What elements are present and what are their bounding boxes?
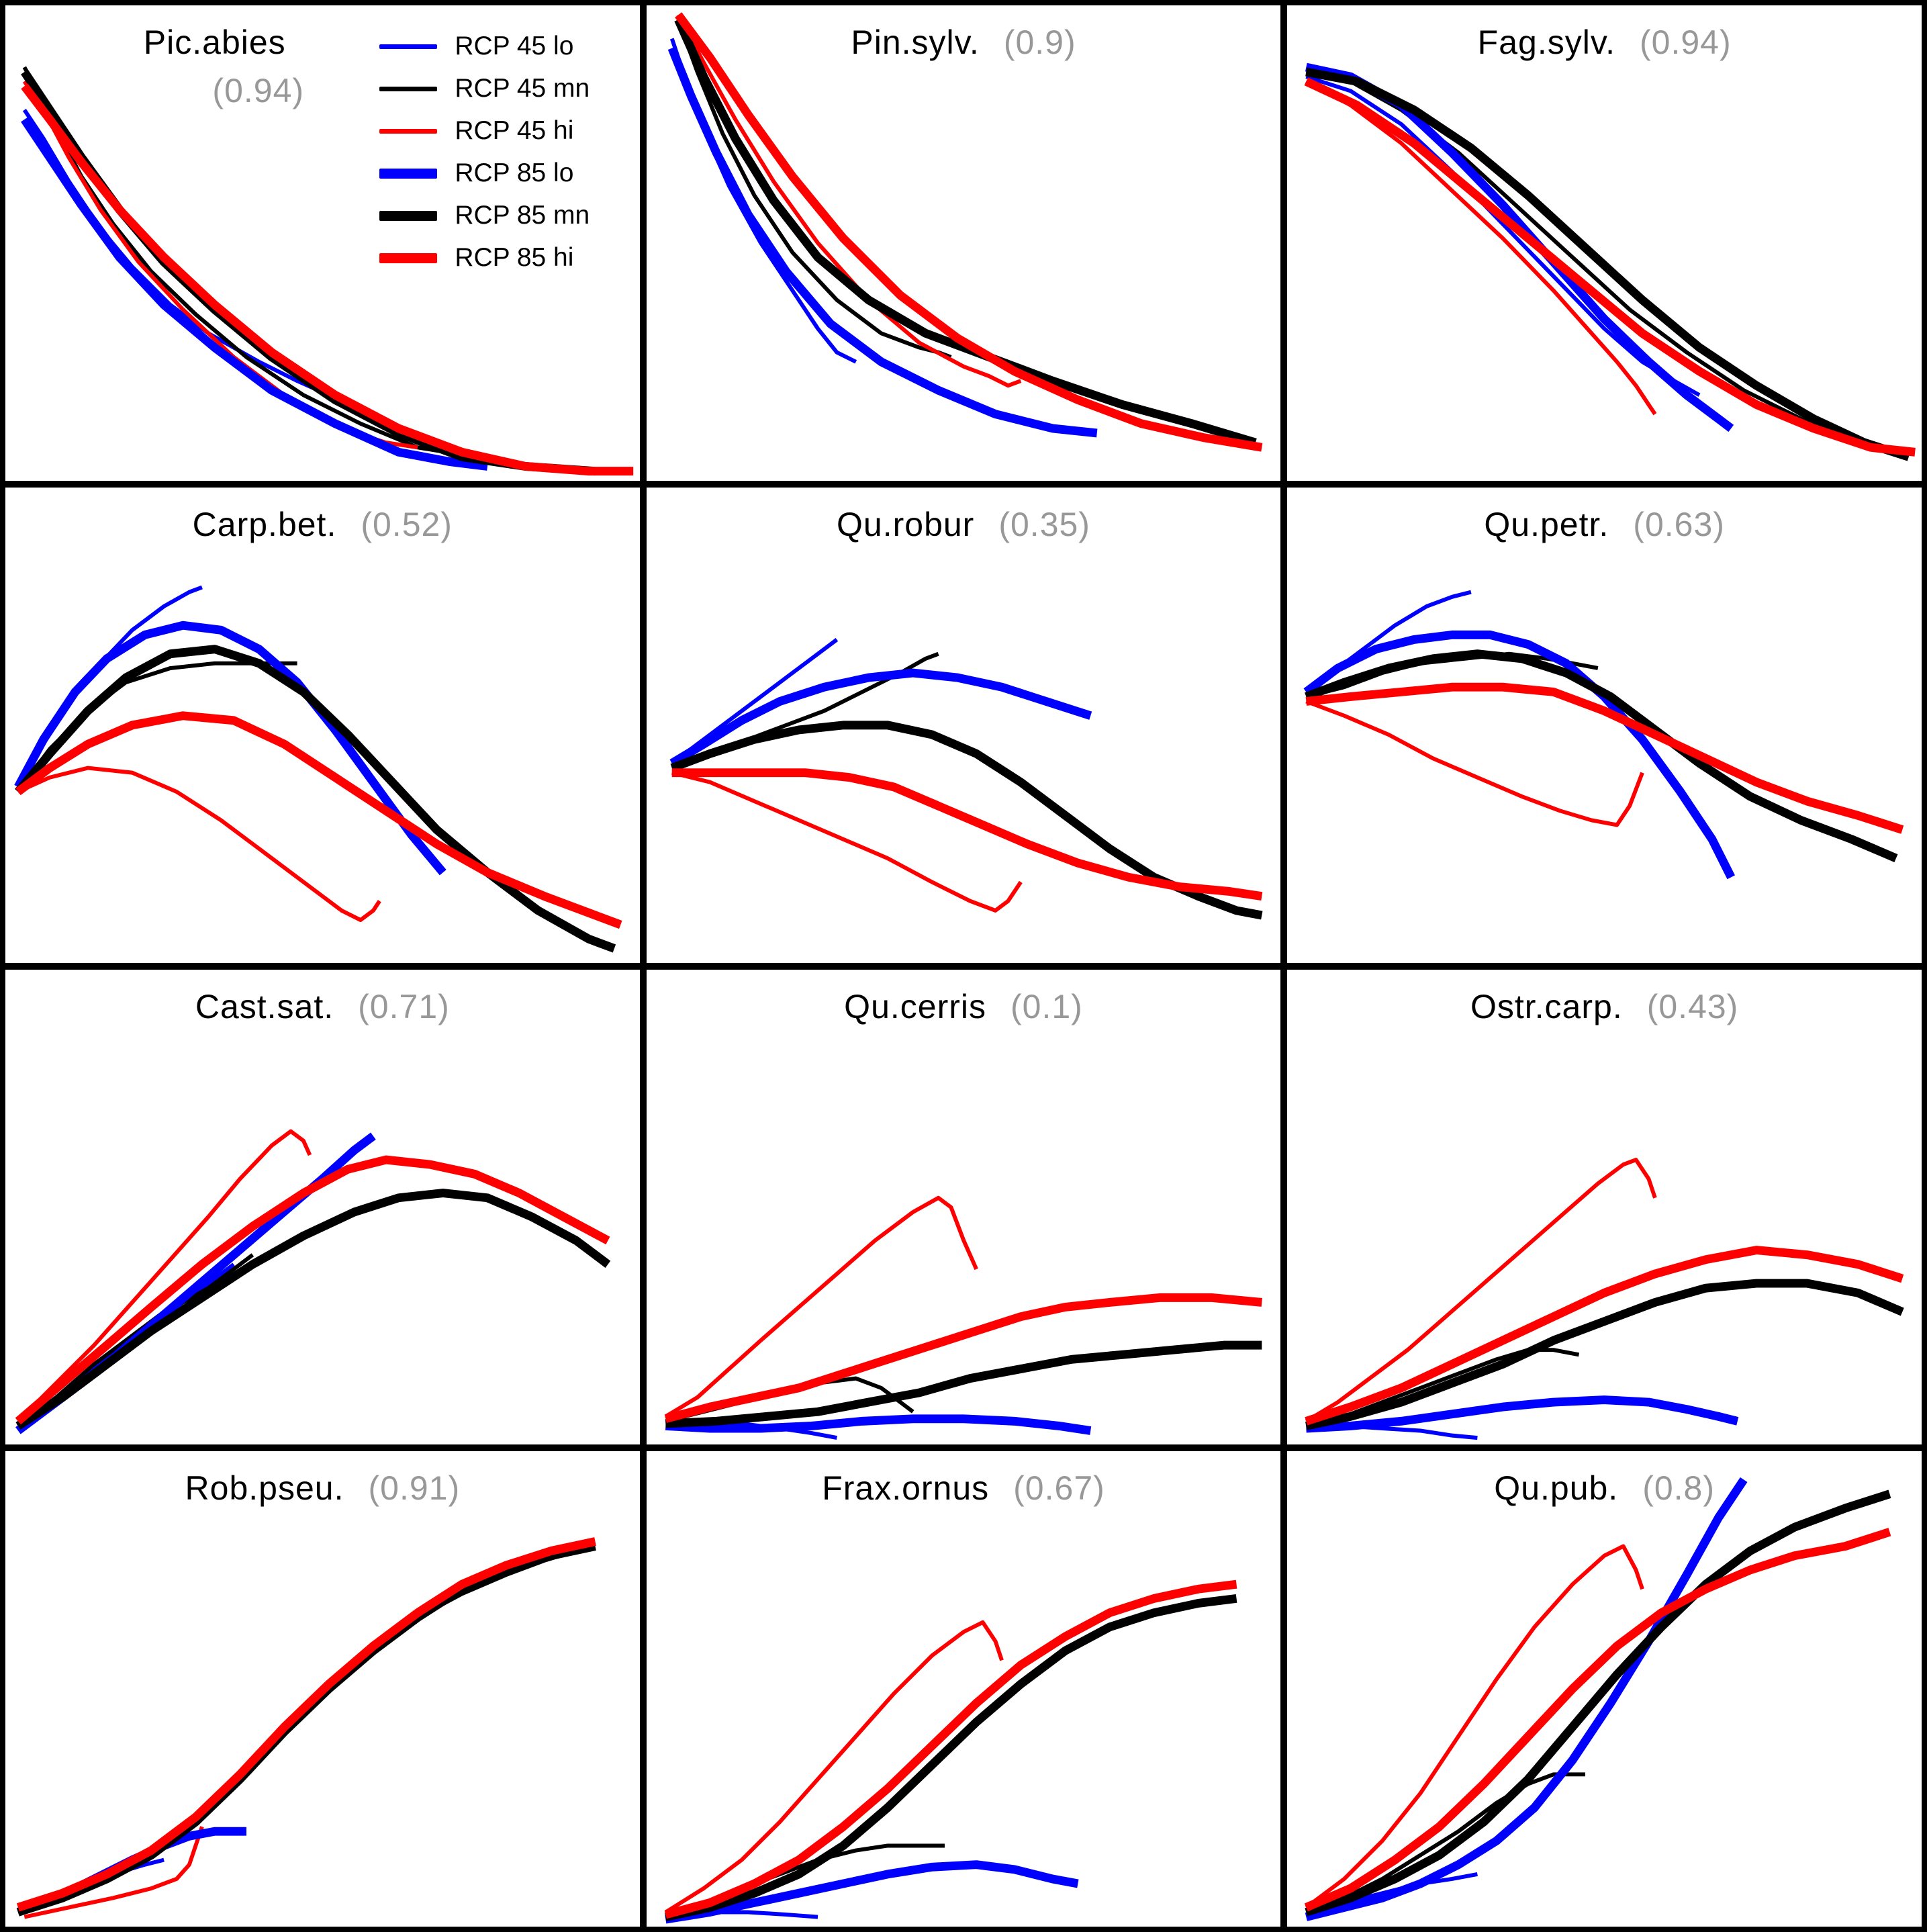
curve-rcp-45-hi [1305,699,1645,827]
curve-rcp-85-lo [21,117,488,471]
curve-rcp-85-mn [15,1188,611,1430]
curve-rcp-85-hi [21,83,634,476]
curves-plot [664,1580,1237,1924]
curve-rcp-85-hi [15,711,622,929]
curves-plot [16,1537,596,1919]
curve-rcp-85-lo [1305,1477,1748,1922]
curve-rcp-45-hi [676,13,1022,388]
curves-plot [664,1195,1262,1440]
legend-line-sample-rcp-45-hi [379,128,438,134]
panel-rob-pseu: Rob.pseu. (0.91) [2,1448,643,1930]
legend-line-sample-rcp-85-lo [379,168,438,179]
curve-rcp-85-lo [1303,630,1736,879]
legend-item-rcp-85-mn: RCP 85 mn [379,201,590,230]
curve-rcp-85-hi [1306,682,1904,834]
curve-rcp-85-mn [1305,649,1898,862]
panel-frax-ornus: Frax.ornus (0.67) [643,1448,1284,1930]
curve-rcp-85-hi [1304,77,1916,457]
curves-plot [669,637,1263,920]
curve-rcp-85-hi [1305,1245,1904,1426]
curves-plot [1305,1477,1891,1922]
curve-rcp-45-lo [669,38,857,364]
curve-rcp-85-hi [664,1293,1262,1423]
panel-pic-abies: Pic.abies (0.94) RCP 45 lo RCP 45 mn RCP 4… [2,2,643,484]
legend-line-sample-rcp-45-lo [379,44,438,49]
curve-rcp-85-hi [15,1155,610,1424]
curve-rcp-45-hi [664,1620,1004,1915]
curves-plot [14,585,622,953]
curve-rcp-45-mn [17,1549,577,1915]
panel-fag-sylv: Fag.sylv. (0.94) [1284,2,1925,484]
legend-label: RCP 45 mn [455,74,590,103]
legend-item-rcp-45-mn: RCP 45 mn [379,74,590,103]
legend: RCP 45 lo RCP 45 mn RCP 45 hi RCP 85 lo RCP … [379,32,590,272]
legend-item-rcp-45-lo: RCP 45 lo [379,32,590,60]
curves-plot [1304,62,1916,461]
curve-rcp-85-lo [665,1414,1091,1435]
curve-rcp-85-mn [674,17,1257,447]
curve-rcp-45-hi [16,1129,312,1422]
legend-item-rcp-85-hi: RCP 85 hi [379,243,590,272]
curve-rcp-45-hi [1305,79,1657,416]
curve-rcp-45-hi [17,766,381,922]
legend-label: RCP 85 hi [455,243,574,272]
curves-plot [1303,590,1904,879]
curve-rcp-85-hi [664,1580,1237,1919]
legend-label: RCP 85 mn [455,201,590,230]
curve-rcp-85-hi [671,768,1262,901]
panel-ostr-carp: Ostr.carp. (0.43) [1284,966,1925,1448]
curve-rcp-85-lo [14,620,446,876]
legend-item-rcp-85-lo: RCP 85 lo [379,158,590,187]
curve-rcp-45-hi [1305,1544,1645,1910]
legend-line-sample-rcp-85-hi [379,252,438,263]
curve-rcp-85-lo [1306,1395,1739,1432]
curve-rcp-85-mn [1305,1489,1891,1917]
curve-rcp-85-mn [14,644,616,953]
curves-plot [21,66,634,476]
legend-label: RCP 85 lo [455,158,574,187]
legend-label: RCP 45 hi [455,116,574,145]
curve-rcp-85-mn [1305,67,1911,461]
curves-plot [1305,1157,1905,1440]
curve-rcp-45-hi [664,1195,978,1418]
curve-rcp-85-mn [16,1542,596,1917]
curves-plot [15,1129,611,1434]
curve-rcp-45-hi [1305,1157,1658,1423]
curve-rcp-45-hi [671,770,1023,913]
panel-carp-bet: Carp.bet. (0.52) [2,484,643,966]
curve-rcp-85-lo [667,46,1098,438]
panel-qu-pub: Qu.pub. (0.8) [1284,1448,1925,1930]
legend-label: RCP 45 lo [455,32,574,60]
legend-line-sample-rcp-45-mn [379,86,438,91]
curve-rcp-85-hi [1305,1528,1891,1912]
curve-rcp-45-hi [23,1826,204,1919]
curve-rcp-85-mn [664,1594,1237,1922]
panel-pin-sylv: Pin.sylv. (0.9) [643,2,1284,484]
curves-plot [667,12,1263,452]
curve-rcp-85-mn [1305,1279,1905,1430]
curve-rcp-85-mn [665,1340,1262,1428]
legend-line-sample-rcp-85-mn [379,210,438,221]
panel-qu-robur: Qu.robur (0.35) [643,484,1284,966]
legend-item-rcp-45-hi: RCP 45 hi [379,116,590,145]
curve-rcp-85-hi [674,12,1263,452]
curve-rcp-85-hi [16,1537,596,1912]
curve-rcp-85-lo [665,1860,1079,1924]
curve-rcp-45-hi [22,80,418,450]
panel-qu-petr: Qu.petr. (0.63) [1284,484,1925,966]
curve-rcp-85-lo [669,668,1092,767]
panel-qu-cerris: Qu.cerris (0.1) [643,966,1284,1448]
panel-cast-sat: Cast.sat. (0.71) [2,966,643,1448]
